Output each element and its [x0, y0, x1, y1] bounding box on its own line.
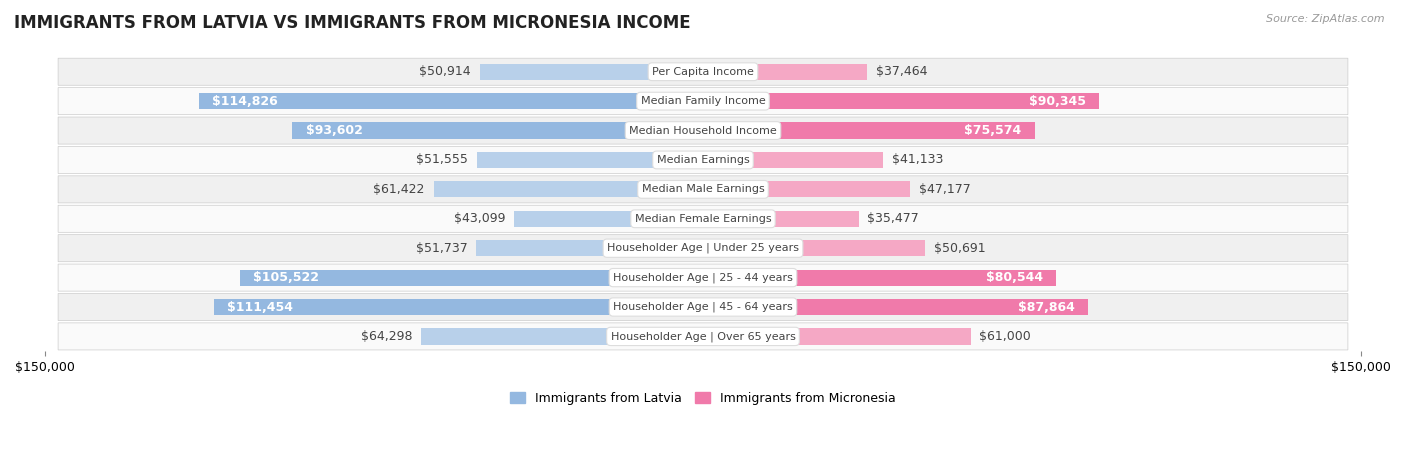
Text: Householder Age | Under 25 years: Householder Age | Under 25 years	[607, 243, 799, 254]
Bar	[515, 211, 703, 227]
Text: $50,914: $50,914	[419, 65, 471, 78]
Bar	[292, 122, 703, 139]
Text: $93,602: $93,602	[305, 124, 363, 137]
FancyBboxPatch shape	[58, 323, 1348, 350]
Text: Median Male Earnings: Median Male Earnings	[641, 184, 765, 194]
Text: $35,477: $35,477	[868, 212, 920, 225]
Bar	[703, 211, 859, 227]
Bar	[200, 93, 703, 109]
Bar	[477, 152, 703, 168]
Bar	[479, 64, 703, 80]
FancyBboxPatch shape	[58, 117, 1348, 144]
FancyBboxPatch shape	[58, 293, 1348, 320]
Bar	[703, 328, 970, 345]
Bar	[420, 328, 703, 345]
Text: $37,464: $37,464	[876, 65, 928, 78]
Text: $75,574: $75,574	[965, 124, 1021, 137]
FancyBboxPatch shape	[58, 58, 1348, 85]
Bar	[433, 181, 703, 198]
Text: Median Female Earnings: Median Female Earnings	[634, 214, 772, 224]
Text: Householder Age | Over 65 years: Householder Age | Over 65 years	[610, 331, 796, 342]
Text: $61,422: $61,422	[374, 183, 425, 196]
Text: Median Household Income: Median Household Income	[628, 126, 778, 135]
FancyBboxPatch shape	[58, 176, 1348, 203]
Text: $51,737: $51,737	[416, 242, 467, 255]
Text: Median Family Income: Median Family Income	[641, 96, 765, 106]
FancyBboxPatch shape	[58, 88, 1348, 115]
FancyBboxPatch shape	[58, 147, 1348, 173]
Text: Source: ZipAtlas.com: Source: ZipAtlas.com	[1267, 14, 1385, 24]
Bar	[703, 64, 868, 80]
Text: $105,522: $105,522	[253, 271, 319, 284]
Text: $111,454: $111,454	[228, 300, 294, 313]
Text: Per Capita Income: Per Capita Income	[652, 67, 754, 77]
Bar	[703, 181, 910, 198]
Text: $80,544: $80,544	[986, 271, 1043, 284]
FancyBboxPatch shape	[58, 205, 1348, 232]
Bar	[703, 299, 1088, 315]
Text: $90,345: $90,345	[1029, 95, 1087, 108]
Bar	[703, 93, 1099, 109]
Bar	[703, 152, 883, 168]
Text: Householder Age | 25 - 44 years: Householder Age | 25 - 44 years	[613, 272, 793, 283]
Legend: Immigrants from Latvia, Immigrants from Micronesia: Immigrants from Latvia, Immigrants from …	[505, 387, 901, 410]
Text: $41,133: $41,133	[893, 154, 943, 166]
Text: $64,298: $64,298	[361, 330, 412, 343]
Bar	[703, 269, 1056, 286]
Text: Householder Age | 45 - 64 years: Householder Age | 45 - 64 years	[613, 302, 793, 312]
Text: $51,555: $51,555	[416, 154, 468, 166]
Bar	[703, 240, 925, 256]
Text: IMMIGRANTS FROM LATVIA VS IMMIGRANTS FROM MICRONESIA INCOME: IMMIGRANTS FROM LATVIA VS IMMIGRANTS FRO…	[14, 14, 690, 32]
Text: $43,099: $43,099	[454, 212, 505, 225]
FancyBboxPatch shape	[58, 264, 1348, 291]
Text: Median Earnings: Median Earnings	[657, 155, 749, 165]
Bar	[214, 299, 703, 315]
Text: $50,691: $50,691	[934, 242, 986, 255]
Bar	[703, 122, 1035, 139]
Text: $87,864: $87,864	[1018, 300, 1076, 313]
Text: $114,826: $114,826	[212, 95, 278, 108]
Text: $47,177: $47,177	[918, 183, 970, 196]
FancyBboxPatch shape	[58, 234, 1348, 262]
Bar	[477, 240, 703, 256]
Bar	[240, 269, 703, 286]
Text: $61,000: $61,000	[980, 330, 1031, 343]
